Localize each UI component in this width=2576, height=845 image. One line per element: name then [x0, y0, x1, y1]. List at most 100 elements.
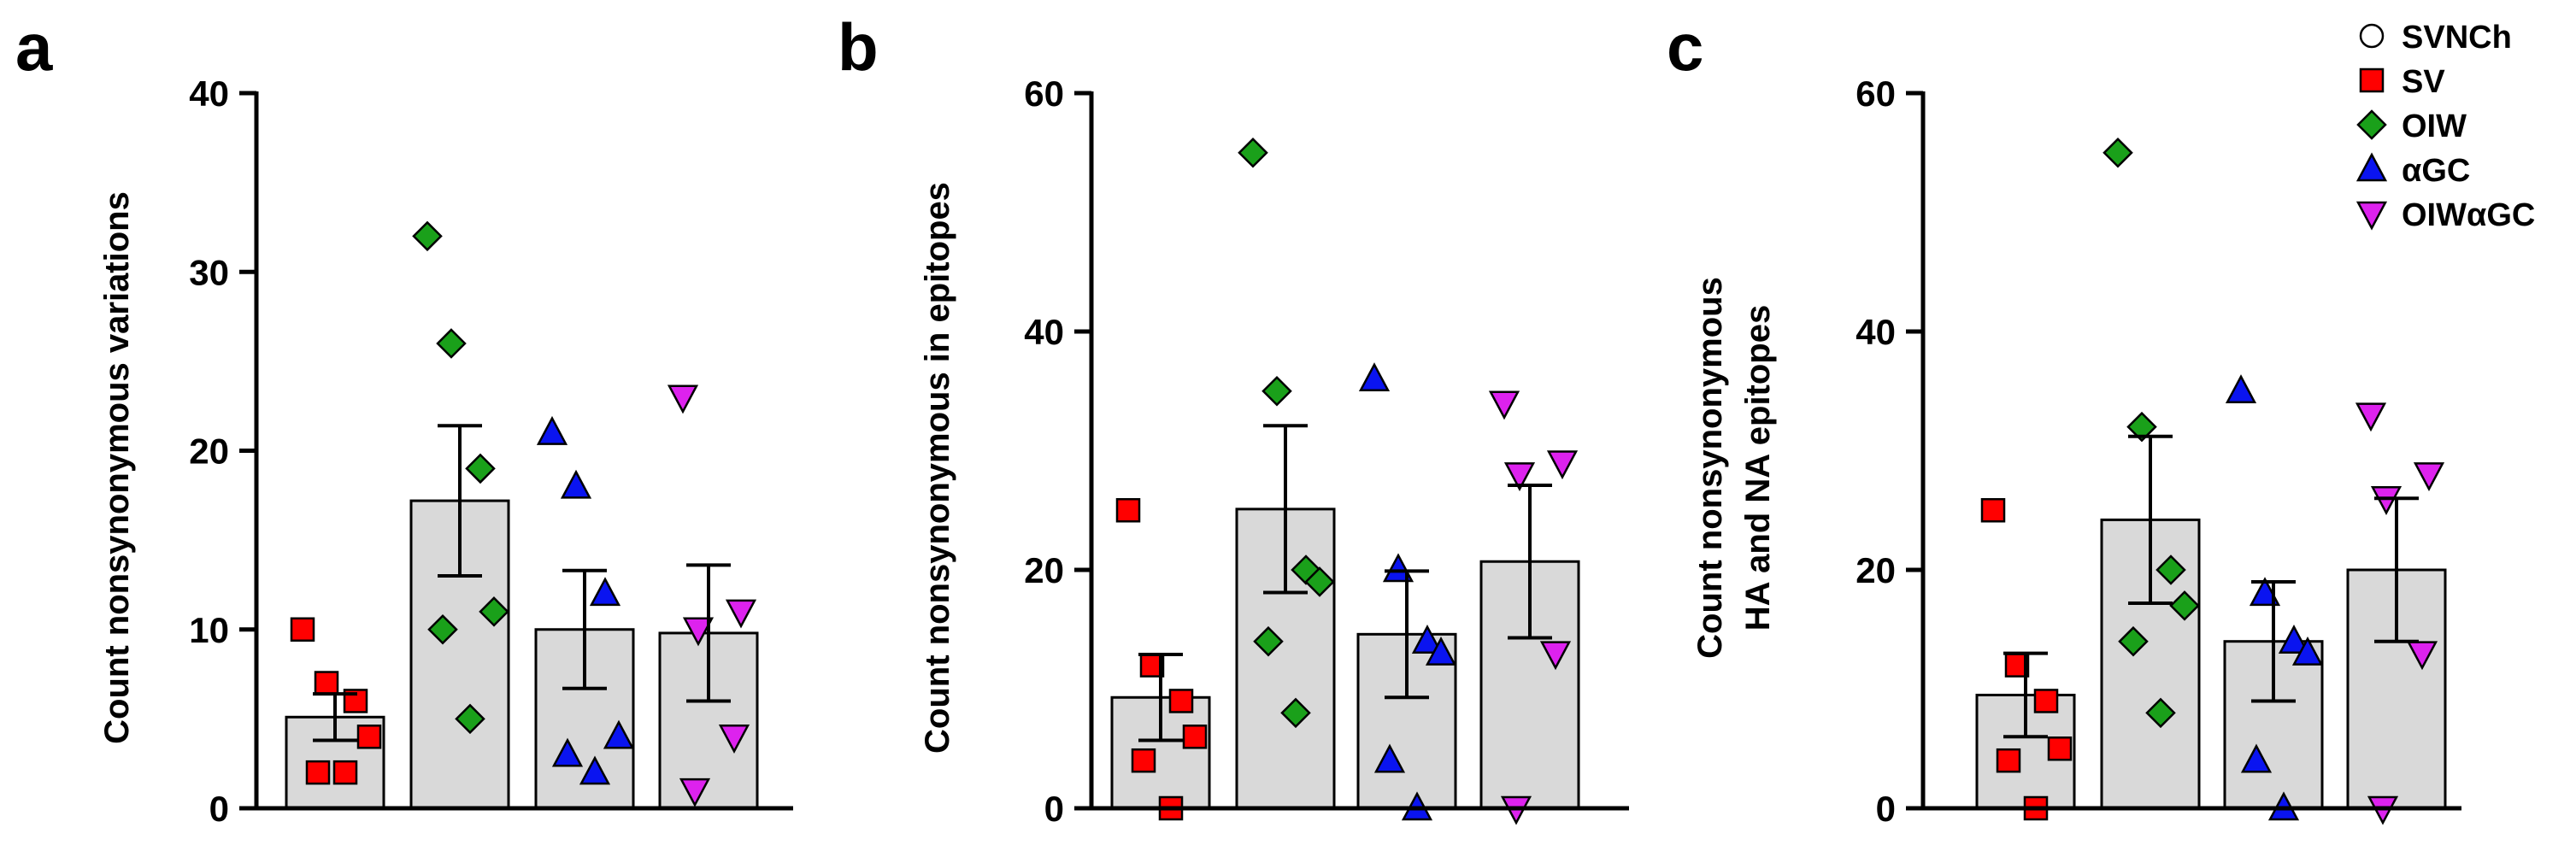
point-OIWαGC — [682, 617, 715, 647]
point-OIW — [455, 703, 485, 735]
point-OIW — [1280, 697, 1311, 729]
point-OIW — [1262, 375, 1292, 407]
point-OIWαGC — [2406, 641, 2438, 671]
point-OIW — [412, 220, 443, 252]
error-bar-SV — [313, 692, 357, 742]
point-SV — [290, 617, 315, 642]
point-αGC — [1358, 362, 1391, 392]
panel-letter: a — [15, 9, 53, 85]
point-OIWαGC — [1503, 462, 1536, 492]
error-bar-SV — [1138, 653, 1183, 742]
point-αGC — [2278, 625, 2310, 654]
point-OIW — [2145, 697, 2176, 729]
point-SV — [332, 760, 358, 785]
point-OIW — [479, 596, 509, 627]
legend-label: OIW — [2402, 109, 2467, 144]
point-OIWαGC — [679, 778, 711, 807]
panel-b: b 0 20 40 60 Count nonsynonymous in epitopes — [838, 9, 1629, 829]
legend-label: αGC — [2402, 153, 2470, 189]
point-OIW — [2118, 625, 2149, 657]
point-OIW — [2169, 590, 2200, 621]
legend-item-SV: SV — [2359, 64, 2445, 100]
y-tick-label: 0 — [209, 789, 229, 829]
y-tick-label: 40 — [1024, 312, 1064, 352]
legend-label: SV — [2402, 64, 2445, 100]
error-bar-OIW — [2128, 434, 2173, 606]
point-OIWαGC — [2413, 462, 2445, 492]
point-OIWαGC — [667, 384, 699, 414]
point-OIW — [2103, 137, 2133, 168]
legend-item-OIW: OIW — [2356, 109, 2467, 144]
point-αGC — [2225, 374, 2257, 403]
point-αGC — [2291, 636, 2324, 666]
legend-marker — [2355, 152, 2388, 182]
point-SV — [1131, 748, 1156, 773]
point-SV — [1182, 725, 1208, 749]
point-OIW — [427, 613, 458, 645]
y-tick-label: 20 — [1024, 550, 1064, 590]
point-SV — [2033, 689, 2059, 713]
point-αGC — [1425, 636, 1457, 666]
point-OIW — [1304, 566, 1335, 597]
y-tick-label: 40 — [189, 73, 229, 114]
point-OIWαGC — [2355, 402, 2387, 432]
legend-label: OIWαGC — [2402, 197, 2535, 233]
error-bar-αGC — [2251, 579, 2296, 703]
legend-item-αGC: αGC — [2355, 152, 2470, 189]
point-SV — [1168, 689, 1194, 713]
point-OIW — [436, 328, 467, 359]
y-tick-label: 0 — [1876, 789, 1896, 829]
legend-label: SVNCh — [2402, 20, 2512, 56]
point-SV — [305, 760, 331, 785]
point-αGC — [536, 415, 568, 445]
point-αGC — [603, 719, 635, 749]
y-tick-label: 20 — [1856, 550, 1896, 590]
error-bar-OIWαGC — [686, 563, 731, 703]
point-OIW — [1253, 625, 1284, 657]
panel-c: c 0 20 40 60 Count nonsynonymous HA and NA epi… — [1667, 9, 2461, 829]
point-αGC — [2240, 743, 2273, 773]
legend-marker — [2359, 23, 2385, 49]
point-OIW — [1238, 137, 1268, 168]
y-tick-label: 0 — [1044, 789, 1064, 829]
point-SV — [2047, 736, 2073, 761]
legend-item-SVNCh: SVNCh — [2359, 20, 2512, 56]
point-OIWαGC — [718, 725, 750, 754]
point-αGC — [551, 737, 584, 767]
y-tick-label: 40 — [1856, 312, 1896, 352]
y-tick-label: 10 — [189, 610, 229, 650]
point-OIWαGC — [1539, 641, 1572, 671]
panel-letter: b — [838, 9, 879, 85]
point-αGC — [579, 755, 611, 785]
panels: a 0 10 20 30 40 Count nonsynonymous variations… — [15, 9, 2461, 829]
legend-marker — [2359, 67, 2385, 93]
point-SV — [314, 671, 339, 695]
point-OIWαGC — [1488, 390, 1520, 420]
error-bar-OIW — [1263, 424, 1308, 595]
panel-a: a 0 10 20 30 40 Count nonsynonymous variations — [15, 9, 793, 829]
y-tick-label: 60 — [1024, 73, 1064, 114]
error-bar-OIWαGC — [1508, 483, 1552, 640]
y-axis-label: Count nonsynonymous variations — [98, 191, 136, 744]
error-bar-αGC — [562, 568, 607, 690]
point-SV — [1115, 498, 1141, 523]
legend-item-OIWαGC: OIWαGC — [2355, 197, 2535, 233]
error-bar-OIWαGC — [2374, 496, 2419, 643]
point-αGC — [589, 577, 621, 607]
error-bar-αGC — [1385, 569, 1429, 700]
point-SV — [1996, 748, 2021, 773]
point-OIWαGC — [725, 599, 757, 629]
y-axis-label: Count nonsynonymous in epitopes — [919, 182, 956, 754]
legend-marker — [2355, 201, 2388, 231]
y-tick-label: 20 — [189, 431, 229, 472]
point-αGC — [1411, 625, 1444, 654]
point-αGC — [1373, 743, 1406, 773]
point-OIW — [465, 453, 496, 484]
point-OIWαGC — [1546, 450, 1579, 480]
panel-letter: c — [1667, 9, 1703, 85]
error-bar-SV — [2003, 651, 2048, 739]
error-bar-OIW — [438, 424, 482, 578]
point-SV — [356, 725, 382, 749]
